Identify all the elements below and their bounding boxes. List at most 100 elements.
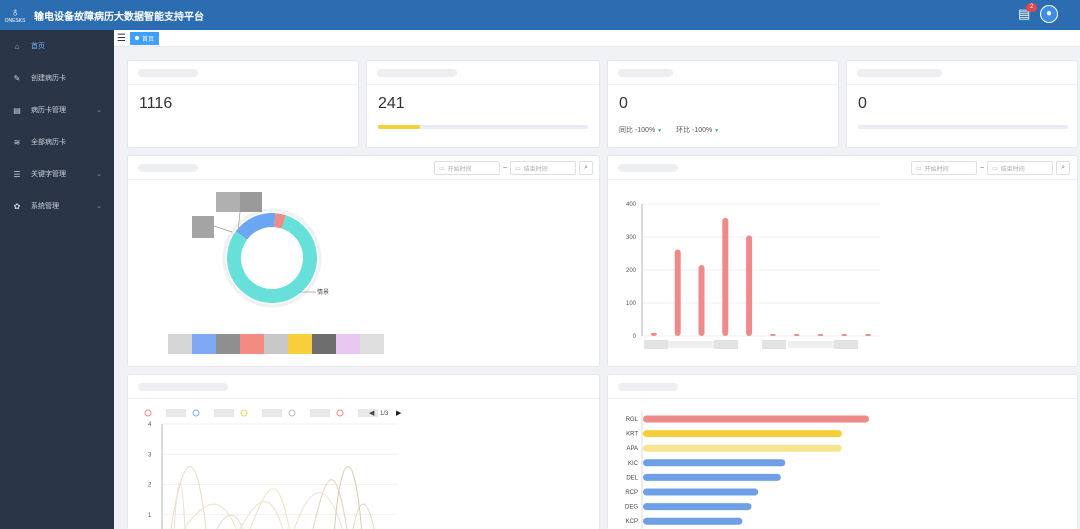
- hbar[interactable]: [643, 488, 759, 496]
- sidebar-item-3[interactable]: ≋ 全部病历卡: [0, 126, 114, 158]
- stat-card-3: 0 同比 -100% ▼ 环比 -100% ▼: [607, 60, 839, 148]
- line-series[interactable]: [308, 479, 378, 529]
- user-avatar-icon[interactable]: ●: [1040, 5, 1058, 23]
- category-label: APA: [626, 446, 638, 452]
- bar[interactable]: [769, 334, 776, 336]
- panel-title: [138, 383, 228, 391]
- line-series[interactable]: [173, 481, 186, 529]
- line-series[interactable]: [168, 466, 248, 529]
- legend-page: 1/3: [380, 411, 389, 417]
- legend-swatch[interactable]: [360, 334, 384, 354]
- layers-icon: ≋: [13, 137, 21, 147]
- hbar-chart: RGL KRT APA KIC DEL RCP DEG KCP: [625, 411, 869, 529]
- tab-home[interactable]: 首页: [129, 31, 159, 45]
- mom-compare: 环比 -100% ▼: [676, 125, 719, 135]
- start-date-input[interactable]: ▭ 开始时间: [911, 161, 977, 175]
- category-label: RGL: [626, 417, 639, 423]
- end-date-input[interactable]: ▭ 结束时间: [510, 161, 577, 175]
- date-range-filter: ▭ 开始时间 ~ ▭ 结束时间 ⌕: [911, 161, 1071, 175]
- legend-swatch[interactable]: [288, 334, 312, 354]
- bar[interactable]: [841, 334, 848, 336]
- y-tick-label: 400: [626, 202, 637, 208]
- line-series[interactable]: [333, 466, 363, 529]
- hbar[interactable]: [643, 415, 869, 423]
- stat-card-title: [377, 68, 457, 77]
- legend-swatch[interactable]: [192, 334, 216, 354]
- stat-card-title: [857, 68, 942, 77]
- bar[interactable]: [865, 334, 872, 336]
- line-series[interactable]: [168, 488, 293, 529]
- legend-swatch[interactable]: [264, 334, 288, 354]
- end-date-input[interactable]: ▭ 结束时间: [987, 161, 1054, 175]
- legend-marker[interactable]: [192, 409, 200, 417]
- sidebar-item-label: 创建病历卡: [31, 75, 66, 82]
- stat-value: 1116: [139, 95, 173, 112]
- sidebar-item-4[interactable]: ☰ 关键字管理 ⌄: [0, 158, 114, 190]
- down-triangle-icon: ▼: [657, 128, 663, 134]
- legend-marker[interactable]: [336, 409, 344, 417]
- menu-toggle-icon[interactable]: ☰: [117, 32, 126, 44]
- sidebar-item-5[interactable]: ✿ 系统管理 ⌄: [0, 190, 114, 222]
- legend-marker[interactable]: [288, 409, 296, 417]
- prev-page-icon[interactable]: ◀: [369, 410, 375, 417]
- sidebar-item-1[interactable]: ✎ 创建病历卡: [0, 62, 114, 94]
- legend-swatch[interactable]: [240, 334, 264, 354]
- donut-label-block: [216, 192, 240, 212]
- bar[interactable]: [722, 217, 729, 336]
- sidebar: ⌂ 首页 ✎ 创建病历卡 ▤ 病历卡管理 ⌄ ≋ 全部病历卡 ☰ 关键字管理 ⌄ ✿ 系统管理 ⌄: [0, 30, 114, 529]
- stat-progress-fill: [378, 125, 420, 129]
- category-label: RCP: [625, 490, 638, 496]
- panel-header: ▭ 开始时间 ~ ▭ 结束时间 ⌕: [608, 156, 1077, 180]
- hbar[interactable]: [643, 503, 752, 511]
- chevron-down-icon: ⌄: [96, 107, 102, 114]
- x-tick-label-block: [714, 340, 738, 349]
- stat-card-2: 241: [366, 60, 600, 148]
- category-label: KCP: [626, 519, 638, 525]
- hbar[interactable]: [643, 444, 842, 452]
- bar[interactable]: [650, 332, 657, 336]
- panel-title: [618, 383, 678, 391]
- y-tick-label: 4: [148, 422, 152, 428]
- category-label: KIC: [628, 461, 639, 467]
- sidebar-item-0[interactable]: ⌂ 首页: [0, 30, 114, 62]
- home-icon: ⌂: [14, 41, 20, 51]
- end-date-placeholder: 结束时间: [1000, 166, 1025, 173]
- x-tick-label-block: [788, 341, 834, 348]
- sidebar-item-2[interactable]: ▤ 病历卡管理 ⌄: [0, 94, 114, 126]
- next-page-icon[interactable]: ▶: [396, 410, 402, 417]
- panel-title: [618, 164, 678, 172]
- calendar-icon: ▭: [916, 165, 922, 172]
- sidebar-item-label: 病历卡管理: [31, 107, 66, 114]
- start-date-input[interactable]: ▭ 开始时间: [434, 161, 500, 175]
- notification-badge: 2: [1026, 3, 1038, 12]
- donut-slice[interactable]: [224, 210, 320, 306]
- legend-swatch[interactable]: [168, 334, 192, 354]
- donut-outer-ring: [222, 208, 322, 308]
- bar[interactable]: [817, 334, 824, 336]
- donut-label-block: [240, 192, 262, 212]
- tab-dot-icon: [134, 36, 139, 40]
- logo[interactable]: ♁ ONESKS: [0, 0, 30, 30]
- donut-panel: ▭ 开始时间 ~ ▭ 结束时间 ⌕ 情景: [127, 155, 600, 367]
- hbar[interactable]: [643, 459, 786, 467]
- bar[interactable]: [674, 249, 681, 336]
- search-icon[interactable]: ⌕: [1056, 161, 1071, 175]
- bar[interactable]: [793, 334, 800, 336]
- bar[interactable]: [746, 235, 753, 336]
- line-series[interactable]: [228, 492, 348, 529]
- hbar[interactable]: [643, 517, 743, 525]
- category-label: DEG: [625, 505, 638, 511]
- panel-header: ▭ 开始时间 ~ ▭ 结束时间 ⌕: [128, 156, 599, 180]
- legend-swatch[interactable]: [312, 334, 336, 354]
- hbar[interactable]: [643, 430, 842, 438]
- notification-icon[interactable]: ▤ 2: [1018, 3, 1038, 23]
- panel-title: [138, 164, 198, 172]
- legend-marker[interactable]: [240, 409, 248, 417]
- stat-card-1: 1116: [127, 60, 359, 148]
- legend-marker[interactable]: [144, 409, 152, 417]
- bar[interactable]: [698, 265, 705, 336]
- legend-swatch[interactable]: [216, 334, 240, 354]
- search-icon[interactable]: ⌕: [579, 161, 594, 175]
- hbar[interactable]: [643, 473, 781, 481]
- legend-swatch[interactable]: [336, 334, 360, 354]
